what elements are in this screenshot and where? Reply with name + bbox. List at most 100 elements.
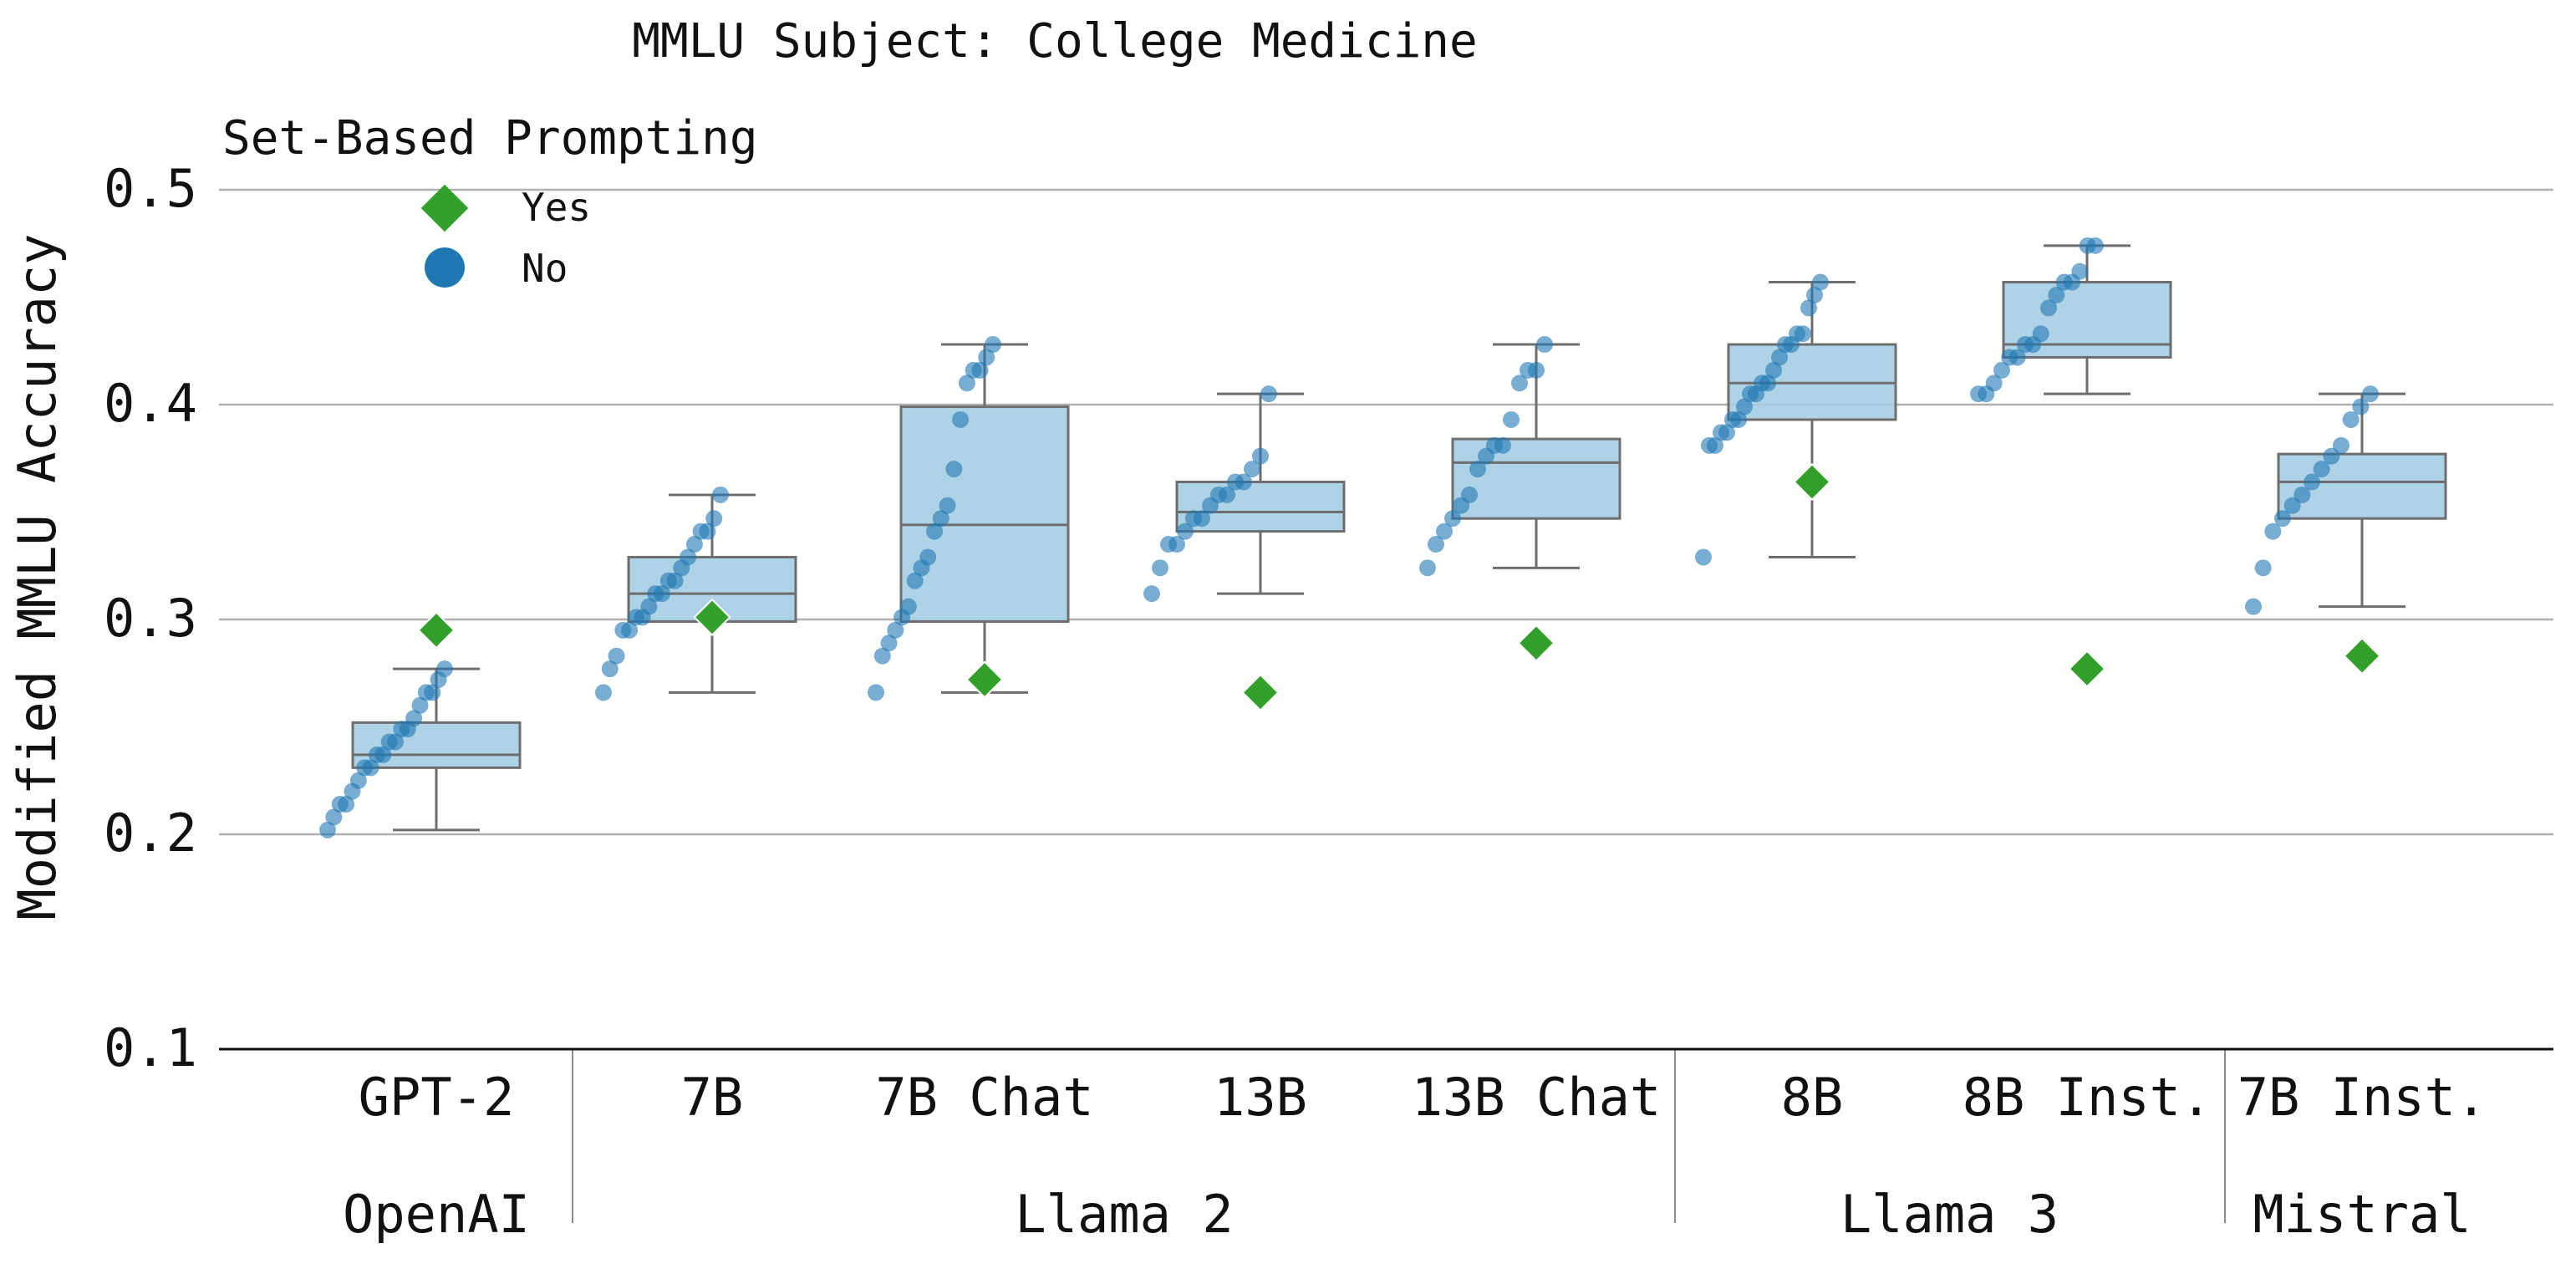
no-point [436, 660, 453, 678]
no-point [654, 585, 670, 603]
no-point [985, 336, 1001, 354]
no-point [1235, 473, 1252, 491]
no-point [621, 621, 639, 639]
no-point [1469, 461, 1486, 478]
no-point [1194, 510, 1210, 527]
x-tick-label: 7B [681, 1067, 744, 1128]
no-point [880, 634, 898, 652]
yes-marker [1241, 673, 1280, 712]
boxplot [1175, 392, 1346, 595]
no-point [971, 361, 989, 379]
no-point [1260, 385, 1277, 403]
y-axis-label: Modified MMLU Accuracy [7, 233, 68, 920]
no-point [1503, 410, 1520, 428]
no-point [1736, 398, 1753, 415]
no-point [1765, 361, 1782, 379]
no-point [2283, 497, 2301, 514]
no-point [1444, 510, 1461, 527]
y-tick-label: 0.5 [104, 158, 197, 219]
no-point [1494, 436, 1511, 454]
gridlines [219, 188, 2553, 836]
x-tick-label: 7B Inst. [2237, 1067, 2487, 1128]
no-point [2342, 410, 2360, 428]
box-iqr [1451, 437, 1621, 520]
no-point [685, 536, 703, 553]
no-point [2333, 436, 2349, 454]
no-point [595, 684, 612, 701]
no-point [601, 660, 619, 678]
no-point [1428, 536, 1444, 553]
no-point [411, 696, 429, 714]
no-point [1993, 361, 2010, 379]
box-iqr [2277, 452, 2447, 520]
boxplot [899, 343, 1070, 694]
no-point [1985, 375, 2003, 392]
no-point [666, 572, 684, 589]
axes: 0.1 0.2 0.3 0.4 0.5 GPT-2 7B 7B Chat 13B 13B Chat… [104, 158, 2553, 1245]
no-point [1771, 349, 1788, 366]
no-point [1812, 273, 1829, 291]
no-point [338, 796, 355, 813]
legend-no-label: No [522, 246, 568, 291]
boxplots [351, 244, 2447, 832]
no-point [1511, 375, 1528, 392]
yes-marker [693, 598, 731, 637]
family-label: OpenAI [343, 1184, 530, 1245]
no-point [978, 349, 995, 366]
y-tick-label: 0.1 [104, 1017, 197, 1078]
yes-marker [2068, 650, 2106, 688]
x-tick-label: 8B Inst. [1963, 1067, 2212, 1128]
no-point [2254, 559, 2272, 577]
no-point [1730, 410, 1747, 428]
no-point [712, 486, 729, 503]
no-point [387, 733, 405, 751]
no-point [2245, 598, 2262, 615]
boxplot [1727, 281, 1897, 558]
no-point [1152, 559, 1168, 577]
x-tick-label: 7B Chat [875, 1067, 1093, 1128]
no-point [2313, 461, 2330, 478]
no-point [1168, 536, 1185, 553]
no-point [699, 522, 716, 540]
yes-marker [2343, 637, 2381, 675]
no-point [2040, 299, 2057, 317]
no-point [2264, 522, 2282, 540]
no-point [2323, 447, 2340, 465]
no-point [2352, 398, 2370, 415]
yes-marker [417, 611, 456, 650]
no-point [1461, 486, 1478, 503]
no-point [1528, 361, 1545, 379]
legend-yes-marker [420, 184, 469, 232]
no-point [1419, 559, 1436, 577]
no-point [2362, 385, 2379, 403]
no-point [899, 598, 917, 615]
no-point [1800, 299, 1817, 317]
no-point [1795, 325, 1811, 343]
no-point [1219, 486, 1235, 503]
x-tick-label: 13B [1214, 1067, 1307, 1128]
no-point [906, 572, 924, 589]
y-tick-label: 0.2 [104, 803, 197, 864]
chart-title: MMLU Subject: College Medicine [632, 14, 1477, 69]
no-point [952, 410, 970, 428]
legend-yes-label: Yes [522, 185, 591, 230]
family-label: Mistral [2253, 1184, 2471, 1245]
family-label: Llama 2 [1015, 1184, 1233, 1245]
y-tick-label: 0.4 [104, 373, 197, 434]
no-point [325, 808, 343, 826]
no-point [926, 522, 943, 540]
no-point [349, 772, 367, 789]
legend-no-marker [425, 247, 465, 288]
yes-marker [1517, 624, 1555, 662]
no-point [424, 684, 441, 701]
x-tick-label: 8B [1781, 1067, 1844, 1128]
yes-marker [965, 660, 1004, 699]
no-point [1536, 336, 1553, 354]
no-point [873, 647, 891, 665]
x-tick-label: 13B Chat [1412, 1067, 1662, 1128]
legend: Set-Based Prompting Yes No [222, 111, 758, 291]
no-point [608, 647, 625, 665]
yes-marker [1793, 462, 1831, 502]
no-point [932, 510, 949, 527]
